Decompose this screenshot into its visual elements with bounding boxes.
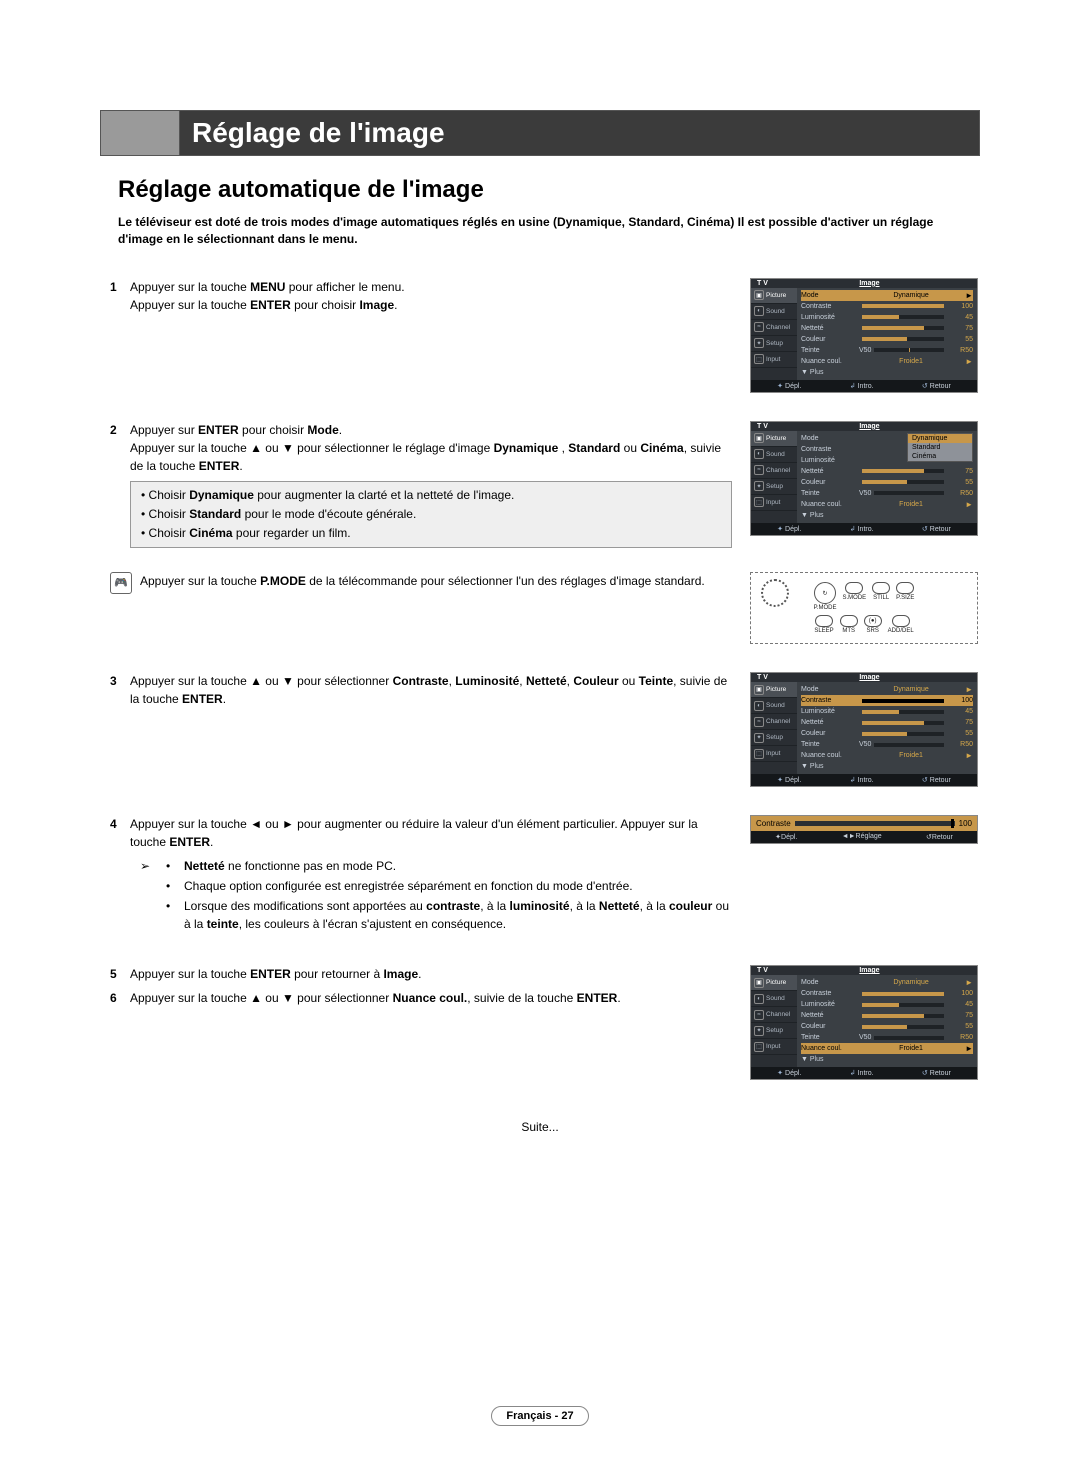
step-number: 2 bbox=[100, 421, 130, 475]
step-number: 6 bbox=[100, 989, 130, 1007]
intro-text: Le téléviseur est doté de trois modes d'… bbox=[118, 214, 958, 248]
step-1: 1 Appuyer sur la touche MENU pour affich… bbox=[100, 278, 732, 314]
step-number: 1 bbox=[100, 278, 130, 314]
osd-screenshot-3: T VImage ▣Picture ◐Sound ≈Channel ✦Setup… bbox=[750, 672, 978, 787]
remote-highlight-circle bbox=[761, 579, 789, 607]
continued-label: Suite... bbox=[100, 1120, 980, 1134]
step-body: Appuyer sur la touche MENU pour afficher… bbox=[130, 278, 732, 314]
remote-diagram: ↻P.MODE S.MODE STILL P.SIZE SLEEP MTS (●… bbox=[750, 572, 978, 644]
section-subtitle: Réglage automatique de l'image bbox=[118, 176, 980, 204]
step-body: Appuyer sur la touche ▲ ou ▼ pour sélect… bbox=[130, 989, 732, 1007]
step-body: Appuyer sur la touche ENTER pour retourn… bbox=[130, 965, 732, 983]
step-number: 5 bbox=[100, 965, 130, 983]
step-body: Appuyer sur ENTER pour choisir Mode. App… bbox=[130, 421, 732, 475]
page-footer: Français - 27 bbox=[0, 1406, 1080, 1424]
step-number: 4 bbox=[100, 815, 130, 851]
osd-screenshot-2: T VImage ▣Picture ◐Sound ≈Channel ✦Setup… bbox=[750, 421, 978, 536]
step-3: 3 Appuyer sur la touche ▲ ou ▼ pour séle… bbox=[100, 672, 732, 708]
section-title: Réglage de l'image bbox=[180, 110, 980, 156]
step-4-notes: ➢•Netteté ne fonctionne pas en mode PC. … bbox=[140, 857, 732, 933]
step-body: Appuyer sur la touche ◄ ou ► pour augmen… bbox=[130, 815, 732, 851]
pmode-note: 🎮 Appuyer sur la touche P.MODE de la tél… bbox=[110, 572, 732, 594]
title-accent-block bbox=[100, 110, 180, 156]
remote-icon: 🎮 bbox=[110, 572, 132, 594]
step-number: 3 bbox=[100, 672, 130, 708]
step-2: 2 Appuyer sur ENTER pour choisir Mode. A… bbox=[100, 421, 732, 475]
step-body: Appuyer sur la touche ▲ ou ▼ pour sélect… bbox=[130, 672, 732, 708]
osd-screenshot-4: T VImage ▣Picture ◐Sound ≈Channel ✦Setup… bbox=[750, 965, 978, 1080]
step-4: 4 Appuyer sur la touche ◄ ou ► pour augm… bbox=[100, 815, 732, 851]
step-5: 5 Appuyer sur la touche ENTER pour retou… bbox=[100, 965, 732, 983]
page-number-badge: Français - 27 bbox=[491, 1406, 588, 1426]
section-title-bar: Réglage de l'image bbox=[100, 110, 980, 156]
step-6: 6 Appuyer sur la touche ▲ ou ▼ pour séle… bbox=[100, 989, 732, 1007]
mode-options-box: • Choisir Dynamique pour augmenter la cl… bbox=[130, 481, 732, 549]
osd-screenshot-1: T VImage ▣Picture ◐Sound ≈Channel ✦Setup… bbox=[750, 278, 978, 393]
osd-slider: Contraste 100 ✦Dépl. ◄►Réglage ↺Retour bbox=[750, 815, 978, 844]
mode-dropdown: Dynamique Standard Cinéma bbox=[907, 433, 973, 462]
